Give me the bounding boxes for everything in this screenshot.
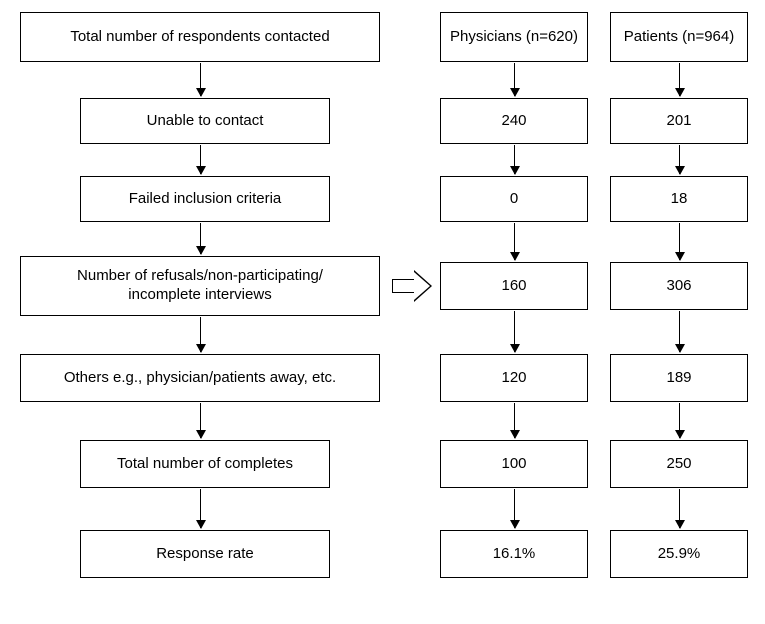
flowchart-canvas: Total number of respondents contacted Ph… <box>0 0 765 624</box>
big-right-arrow-icon <box>392 270 434 302</box>
arrow-right-3-4 <box>679 311 680 352</box>
box-right-others: 189 <box>610 354 748 402</box>
arrow-left-3-4 <box>200 317 201 352</box>
arrow-mid-3-4 <box>514 311 515 352</box>
box-mid-others: 120 <box>440 354 588 402</box>
label: 189 <box>666 369 691 388</box>
box-left-total-respondents: Total number of respondents contacted <box>20 12 380 62</box>
label: 18 <box>671 190 688 209</box>
label: Total number of respondents contacted <box>70 28 329 47</box>
label: Failed inclusion criteria <box>129 190 282 209</box>
label: 100 <box>501 455 526 474</box>
arrow-left-2-3 <box>200 223 201 254</box>
arrow-mid-5-6 <box>514 489 515 528</box>
arrow-mid-2-3 <box>514 223 515 260</box>
label: Unable to contact <box>147 112 264 131</box>
label: 240 <box>501 112 526 131</box>
arrow-left-0-1 <box>200 63 201 96</box>
label: 25.9% <box>658 545 701 564</box>
label: 250 <box>666 455 691 474</box>
label: 0 <box>510 190 518 209</box>
arrow-right-4-5 <box>679 403 680 438</box>
box-mid-refusals: 160 <box>440 262 588 310</box>
box-mid-physicians-header: Physicians (n=620) <box>440 12 588 62</box>
arrow-right-1-2 <box>679 145 680 174</box>
label: Patients (n=964) <box>624 28 735 47</box>
arrow-mid-0-1 <box>514 63 515 96</box>
box-left-failed-inclusion: Failed inclusion criteria <box>80 176 330 222</box>
box-left-response-rate: Response rate <box>80 530 330 578</box>
label: Physicians (n=620) <box>450 28 578 47</box>
box-right-failed-inclusion: 18 <box>610 176 748 222</box>
label: 16.1% <box>493 545 536 564</box>
box-mid-response-rate: 16.1% <box>440 530 588 578</box>
arrow-mid-4-5 <box>514 403 515 438</box>
box-left-unable-contact: Unable to contact <box>80 98 330 144</box>
label: 120 <box>501 369 526 388</box>
box-mid-completes: 100 <box>440 440 588 488</box>
label: Response rate <box>156 545 254 564</box>
arrow-left-4-5 <box>200 403 201 438</box>
label: Total number of completes <box>117 455 293 474</box>
arrow-right-5-6 <box>679 489 680 528</box>
box-mid-failed-inclusion: 0 <box>440 176 588 222</box>
label: 201 <box>666 112 691 131</box>
arrow-right-0-1 <box>679 63 680 96</box>
box-mid-unable-contact: 240 <box>440 98 588 144</box>
label: Others e.g., physician/patients away, et… <box>64 369 336 388</box>
box-right-refusals: 306 <box>610 262 748 310</box>
box-right-response-rate: 25.9% <box>610 530 748 578</box>
arrow-left-5-6 <box>200 489 201 528</box>
box-left-completes: Total number of completes <box>80 440 330 488</box>
box-right-completes: 250 <box>610 440 748 488</box>
arrow-right-2-3 <box>679 223 680 260</box>
label: Number of refusals/non-participating/ in… <box>77 267 323 305</box>
box-left-refusals: Number of refusals/non-participating/ in… <box>20 256 380 316</box>
box-left-others: Others e.g., physician/patients away, et… <box>20 354 380 402</box>
arrow-left-1-2 <box>200 145 201 174</box>
box-right-patients-header: Patients (n=964) <box>610 12 748 62</box>
arrow-mid-1-2 <box>514 145 515 174</box>
label: 306 <box>666 277 691 296</box>
label: 160 <box>501 277 526 296</box>
box-right-unable-contact: 201 <box>610 98 748 144</box>
